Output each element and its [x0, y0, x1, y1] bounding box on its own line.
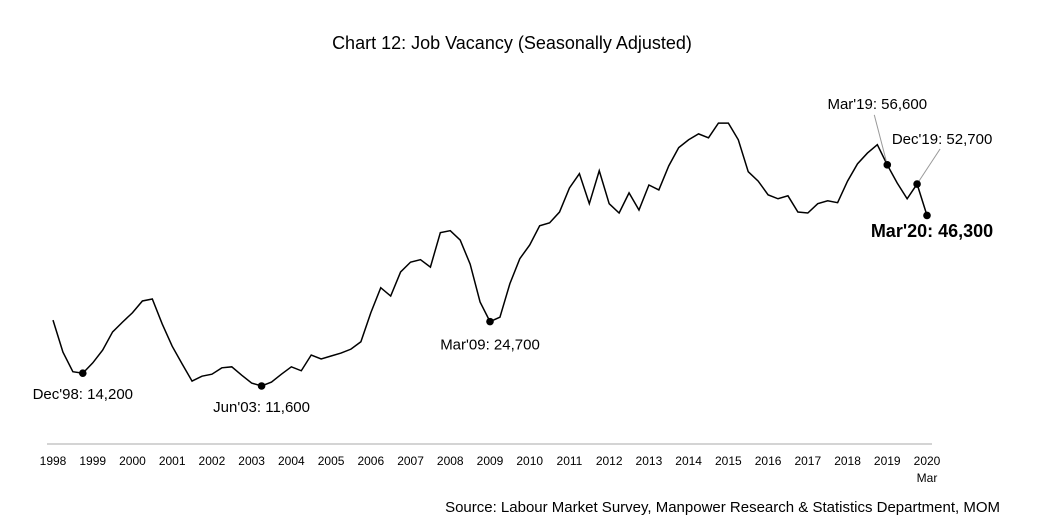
annotation-label: Dec'19: 52,700	[892, 131, 992, 148]
annotation-dot	[883, 161, 892, 169]
x-tick-label: 2007	[397, 454, 424, 468]
annotation-dot	[257, 382, 266, 390]
annotation-label: Dec'98: 14,200	[33, 386, 133, 403]
x-tick-label: 2006	[357, 454, 384, 468]
x-tick-label: 2000	[119, 454, 146, 468]
annotation-dot	[923, 211, 931, 220]
x-tick-label: 2015	[715, 454, 742, 468]
leader-line	[916, 148, 941, 185]
x-tick-label: 2005	[318, 454, 345, 468]
x-tick-label: 2018	[834, 454, 861, 468]
annotation-label: Mar'20: 46,300	[871, 221, 993, 241]
x-tick-label: 2002	[199, 454, 226, 468]
x-tick-label: 1999	[79, 454, 106, 468]
x-tick-label: 2009	[477, 454, 504, 468]
x-tick-label: 2011	[557, 454, 583, 468]
x-tick-label: 2012	[596, 454, 623, 468]
annotation-label: Mar'09: 24,700	[440, 337, 540, 354]
x-tick-label: 2019	[874, 454, 901, 468]
x-tick-label: 2001	[159, 454, 186, 468]
x-tick-label: 2008	[437, 454, 464, 468]
x-tick-label: 2017	[794, 454, 821, 468]
x-tick-label: 2014	[675, 454, 702, 468]
annotation-label: Mar'19: 56,600	[827, 96, 927, 113]
source-note: Source: Labour Market Survey, Manpower R…	[445, 499, 1000, 516]
x-tick-label: 2010	[516, 454, 543, 468]
annotation-dot	[78, 369, 87, 378]
x-tick-label: 2003	[238, 454, 265, 468]
chart-title: Chart 12: Job Vacancy (Seasonally Adjust…	[332, 33, 692, 53]
x-tick-label: 2004	[278, 454, 305, 468]
x-tick-label: 1998	[40, 454, 67, 468]
x-tick-label: 2016	[755, 454, 782, 468]
annotation-dot	[913, 180, 921, 188]
x-tick-label: 2020	[914, 454, 941, 468]
annotation-dot	[486, 317, 494, 326]
x-tick-label: 2013	[636, 454, 663, 468]
leader-line	[873, 114, 888, 165]
annotation-label: Jun'03: 11,600	[213, 399, 310, 416]
x-tick-sublabel: Mar	[917, 471, 938, 485]
